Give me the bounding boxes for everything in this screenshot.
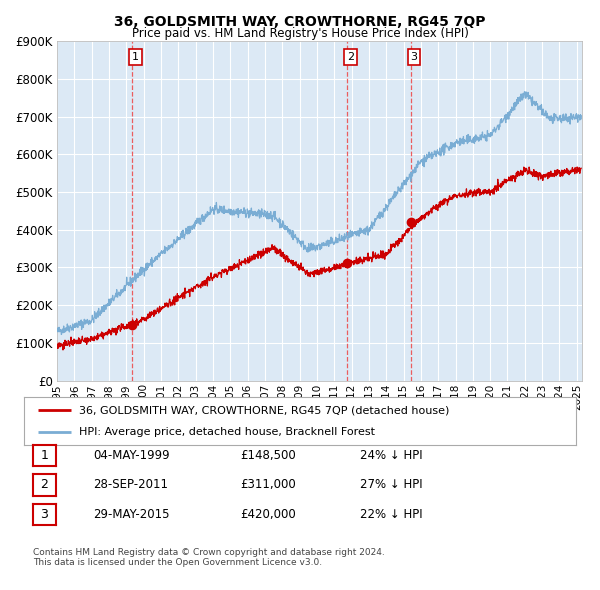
Text: 2: 2 [40,478,49,491]
Text: 27% ↓ HPI: 27% ↓ HPI [360,478,422,491]
Text: 29-MAY-2015: 29-MAY-2015 [93,508,170,521]
Text: Contains HM Land Registry data © Crown copyright and database right 2024.: Contains HM Land Registry data © Crown c… [33,548,385,556]
Text: 1: 1 [132,52,139,62]
Text: HPI: Average price, detached house, Bracknell Forest: HPI: Average price, detached house, Brac… [79,427,375,437]
Text: £311,000: £311,000 [240,478,296,491]
Text: 36, GOLDSMITH WAY, CROWTHORNE, RG45 7QP: 36, GOLDSMITH WAY, CROWTHORNE, RG45 7QP [114,15,486,29]
Text: 3: 3 [410,52,418,62]
Text: Price paid vs. HM Land Registry's House Price Index (HPI): Price paid vs. HM Land Registry's House … [131,27,469,40]
Text: 24% ↓ HPI: 24% ↓ HPI [360,449,422,462]
Text: 36, GOLDSMITH WAY, CROWTHORNE, RG45 7QP (detached house): 36, GOLDSMITH WAY, CROWTHORNE, RG45 7QP … [79,405,449,415]
Text: This data is licensed under the Open Government Licence v3.0.: This data is licensed under the Open Gov… [33,558,322,567]
Text: 1: 1 [40,449,49,462]
Text: £148,500: £148,500 [240,449,296,462]
Text: 3: 3 [40,508,49,521]
Text: 04-MAY-1999: 04-MAY-1999 [93,449,170,462]
Text: 2: 2 [347,52,354,62]
Text: 22% ↓ HPI: 22% ↓ HPI [360,508,422,521]
Text: 28-SEP-2011: 28-SEP-2011 [93,478,168,491]
Text: £420,000: £420,000 [240,508,296,521]
